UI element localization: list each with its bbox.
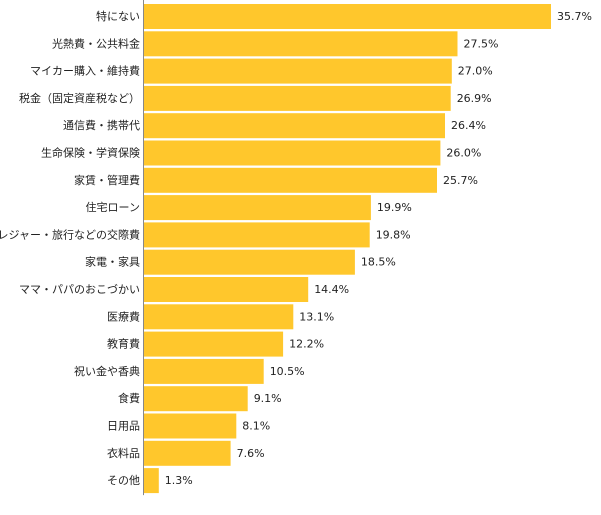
category-label-5: 生命保険・学資保険 bbox=[41, 146, 140, 160]
category-label-4: 通信費・携帯代 bbox=[63, 118, 140, 132]
category-label-10: ママ・パパのおこづかい bbox=[19, 283, 140, 296]
bar-3 bbox=[144, 85, 451, 111]
bar-2 bbox=[144, 58, 452, 84]
category-label-2: マイカー購入・維持費 bbox=[30, 64, 140, 78]
value-label-9: 18.5% bbox=[361, 256, 396, 269]
value-label-4: 26.4% bbox=[451, 119, 486, 132]
value-label-5: 26.0% bbox=[446, 147, 481, 160]
category-label-9: 家電・家具 bbox=[85, 255, 140, 269]
bar-16 bbox=[144, 440, 231, 466]
category-label-17: その他 bbox=[107, 474, 140, 487]
category-label-3: 税金（固定資産税など） bbox=[19, 91, 140, 105]
bar-4 bbox=[144, 113, 445, 139]
bar-17 bbox=[144, 468, 159, 494]
value-label-7: 19.9% bbox=[377, 201, 412, 214]
category-label-14: 食費 bbox=[118, 391, 140, 405]
category-label-15: 日用品 bbox=[107, 420, 140, 433]
category-label-13: 祝い金や香典 bbox=[74, 364, 140, 378]
value-label-8: 19.8% bbox=[376, 228, 411, 241]
bar-11 bbox=[144, 304, 294, 330]
value-label-12: 12.2% bbox=[289, 338, 324, 351]
bar-15 bbox=[144, 413, 237, 439]
bar-0 bbox=[144, 4, 551, 29]
bar-5 bbox=[144, 140, 441, 166]
category-label-16: 衣料品 bbox=[107, 446, 140, 460]
value-label-15: 8.1% bbox=[242, 420, 270, 433]
category-label-8: レジャー・旅行などの交際費 bbox=[0, 227, 140, 241]
value-label-2: 27.0% bbox=[458, 65, 493, 78]
category-label-11: 医療費 bbox=[107, 309, 140, 323]
bar-6 bbox=[144, 167, 437, 193]
value-labels: 35.7% 27.5% 27.0% 26.9% 26.4% 26.0% 25.7% 19.9%… bbox=[165, 10, 592, 487]
bar-10 bbox=[144, 277, 309, 302]
category-label-0: 特にない bbox=[96, 9, 140, 23]
category-label-12: 教育費 bbox=[107, 337, 140, 351]
value-label-14: 9.1% bbox=[254, 392, 282, 405]
category-label-1: 光熱費・公共料金 bbox=[52, 36, 140, 50]
value-label-16: 7.6% bbox=[237, 447, 265, 460]
value-label-6: 25.7% bbox=[443, 174, 478, 187]
category-label-7: 住宅ローン bbox=[86, 200, 140, 214]
value-label-17: 1.3% bbox=[165, 474, 193, 487]
bars-layer bbox=[144, 4, 551, 494]
bar-14 bbox=[144, 386, 248, 412]
value-label-0: 35.7% bbox=[557, 10, 592, 23]
value-label-10: 14.4% bbox=[314, 283, 349, 296]
bar-9 bbox=[144, 249, 355, 275]
value-label-3: 26.9% bbox=[457, 92, 492, 105]
value-label-11: 13.1% bbox=[299, 310, 334, 323]
bar-8 bbox=[144, 222, 370, 248]
bar-13 bbox=[144, 358, 264, 384]
value-label-1: 27.5% bbox=[464, 37, 499, 50]
value-label-13: 10.5% bbox=[270, 365, 305, 378]
bar-1 bbox=[144, 31, 458, 57]
category-label-6: 家賃・管理費 bbox=[74, 173, 140, 187]
bar-12 bbox=[144, 331, 284, 357]
bar-7 bbox=[144, 195, 371, 221]
